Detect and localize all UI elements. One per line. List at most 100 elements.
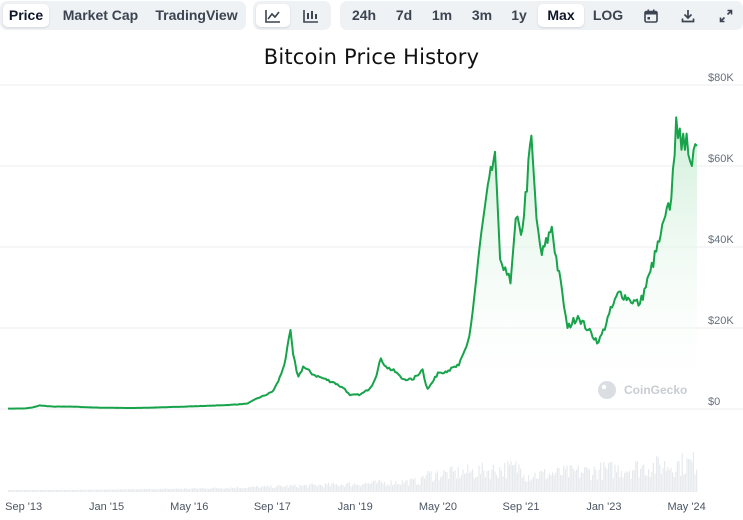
volume-bar <box>396 484 398 492</box>
volume-bar <box>427 471 429 492</box>
volume-bar <box>667 467 669 492</box>
volume-bar <box>619 477 621 492</box>
volume-bar <box>385 485 387 492</box>
calendar-icon <box>644 9 658 23</box>
volume-bar <box>640 468 642 492</box>
volume-bar <box>312 484 314 492</box>
volume-bar <box>326 484 328 492</box>
volume-bar <box>244 487 246 492</box>
volume-bar <box>332 482 334 492</box>
volume-bar <box>508 464 510 492</box>
volume-bar <box>273 488 275 492</box>
tab-market-cap[interactable]: Market Cap <box>62 7 139 23</box>
chart-toolbar: Price Market Cap TradingView 24h 7d 1m 3… <box>0 0 743 32</box>
volume-bar <box>172 489 174 492</box>
tab-tradingview[interactable]: TradingView <box>155 7 238 23</box>
volume-bar <box>64 489 66 492</box>
tab-price[interactable]: Price <box>3 4 49 27</box>
volume-bar <box>227 488 229 492</box>
range-1m-button[interactable]: 1m <box>431 7 453 23</box>
volume-bar <box>462 469 464 492</box>
volume-bar <box>75 489 77 492</box>
volume-bar <box>180 488 182 492</box>
volume-bar <box>563 465 565 492</box>
volume-bar <box>660 473 662 492</box>
volume-bar <box>28 490 30 492</box>
volume-bar <box>651 471 653 492</box>
candlestick-chart-button[interactable] <box>294 4 328 27</box>
volume-bar <box>284 486 286 492</box>
volume-bar <box>675 471 677 492</box>
volume-bar <box>638 477 640 492</box>
volume-bar <box>203 488 205 492</box>
fullscreen-icon <box>719 9 733 23</box>
volume-bar <box>249 487 251 492</box>
volume-bar <box>388 486 390 492</box>
volume-bar <box>182 489 184 492</box>
volume-bar <box>348 482 350 492</box>
x-tick-label: Jan '19 <box>338 501 373 513</box>
volume-bar <box>350 486 352 492</box>
volume-bar <box>478 465 480 492</box>
volume-bar <box>408 485 410 492</box>
volume-bar <box>228 488 230 492</box>
calendar-button[interactable] <box>641 6 661 26</box>
volume-bar <box>561 475 563 492</box>
volume-bar <box>635 461 637 492</box>
range-1y-button[interactable]: 1y <box>511 7 527 23</box>
volume-bar <box>24 490 26 492</box>
volume-bar <box>510 461 512 492</box>
volume-bar <box>377 480 379 492</box>
volume-bar <box>553 475 555 492</box>
download-button[interactable] <box>678 6 698 26</box>
log-scale-button[interactable]: LOG <box>592 7 624 23</box>
range-24h-button[interactable]: 24h <box>351 7 377 23</box>
volume-bar <box>352 485 354 492</box>
volume-bar <box>491 469 493 492</box>
volume-bar <box>531 479 533 492</box>
volume-bar <box>88 489 90 492</box>
volume-bar <box>91 489 93 492</box>
volume-bar <box>438 480 440 492</box>
fullscreen-button[interactable] <box>716 6 736 26</box>
volume-bar <box>219 488 221 492</box>
volume-bar <box>366 483 368 492</box>
volume-bar <box>120 489 122 492</box>
volume-bar <box>86 489 88 492</box>
volume-bar <box>38 490 40 492</box>
volume-bar <box>252 486 254 492</box>
volume-bar <box>630 478 632 492</box>
volume-bar <box>513 464 515 492</box>
x-tick-label: Sep '13 <box>5 501 42 513</box>
volume-bar <box>358 485 360 492</box>
volume-bar <box>614 464 616 492</box>
volume-bar <box>195 488 197 492</box>
volume-bar <box>145 489 147 492</box>
price-line[interactable] <box>8 116 698 410</box>
range-3m-button[interactable]: 3m <box>471 7 493 23</box>
volume-bar <box>30 490 32 492</box>
volume-bar <box>659 464 661 492</box>
volume-bar <box>481 462 483 492</box>
volume-bar <box>595 469 597 492</box>
volume-bar <box>515 461 517 492</box>
volume-bar <box>280 485 282 492</box>
line-chart-button[interactable] <box>256 4 290 27</box>
volume-bar <box>296 486 298 492</box>
volume-bar <box>440 477 442 492</box>
volume-bar <box>420 477 422 492</box>
range-7d-button[interactable]: 7d <box>395 7 413 23</box>
volume-bar <box>241 488 243 492</box>
volume-bar <box>72 489 74 492</box>
volume-bar <box>49 489 51 492</box>
volume-bar <box>243 488 245 492</box>
volume-bar <box>267 485 269 492</box>
line-chart-icon <box>265 9 280 23</box>
volume-bar <box>582 472 584 492</box>
volume-bar <box>411 478 413 492</box>
volume-bar <box>360 486 362 492</box>
volume-bar <box>188 488 190 492</box>
range-max-button[interactable]: Max <box>538 4 584 27</box>
volume-bar <box>307 487 309 492</box>
